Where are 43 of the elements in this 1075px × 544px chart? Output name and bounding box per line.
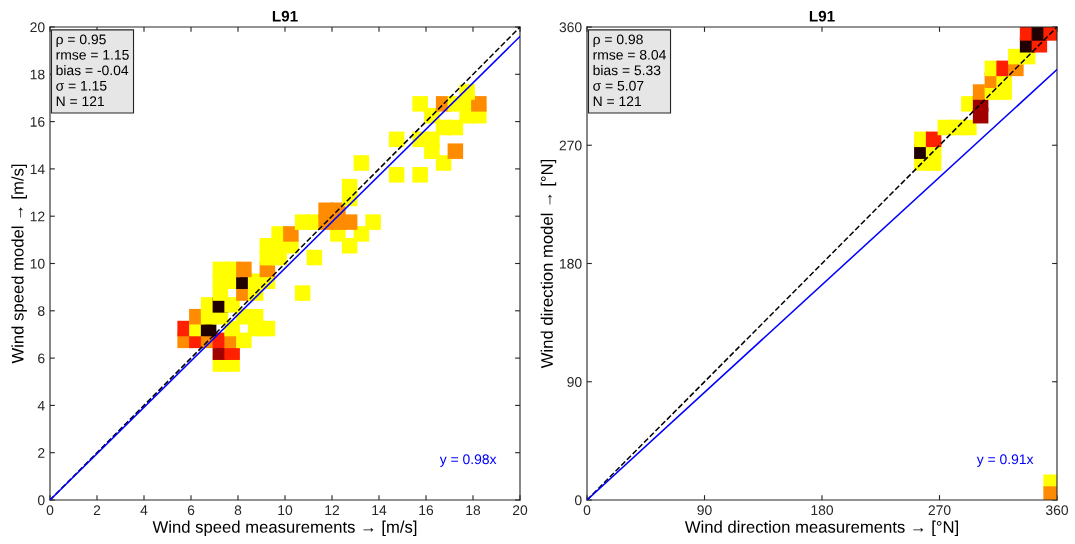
x-axis-title: Wind direction measurements → [°N] [684,520,958,537]
y-tick-label: 270 [559,140,582,151]
chart-title: L91 [809,10,835,22]
x-tick-label: 0 [583,505,591,516]
x-tick-label: 14 [372,505,387,515]
y-axis-title: Wind speed model → [m/s] [11,164,27,364]
x-tick-label: 2 [93,505,101,515]
x-tick-label: 8 [234,505,242,516]
y-tick-label: 18 [30,69,45,80]
x-tick-label: 270 [928,505,951,516]
y-tick-label: 6 [38,353,45,364]
chart-title: L91 [272,10,298,22]
y-tick-label: 16 [30,116,45,127]
x-tick-label: 90 [697,505,712,516]
y-tick-label: 4 [37,400,45,411]
y-tick-label: 180 [560,258,582,269]
x-tick-label: 20 [512,505,528,516]
x-tick-label: 6 [187,505,195,516]
x-tick-label: 12 [325,505,340,515]
x-tick-label: 360 [1045,505,1069,516]
y-tick-label: 360 [559,22,582,33]
y-tick-label: 8 [38,306,45,316]
y-tick-label: 0 [37,495,45,506]
y-tick-label: 90 [567,377,582,387]
y-axis-title: Wind direction model → [°N] [540,159,557,369]
y-tick-label: 0 [574,495,582,506]
x-tick-label: 180 [811,505,834,516]
y-tick-label: 2 [38,448,45,458]
annotation: y = 0.91x [976,454,1034,467]
x-axis-title: Wind speed measurements → [m/s] [152,520,417,537]
x-tick-label: 18 [466,505,481,516]
point [961,119,977,136]
annotation: ρ = 0.98 rmse = 8.04 bias = 5.33 σ = 5.07 N = 121 [593,34,666,107]
y-tick-label: 14 [30,164,45,174]
annotation: y = 0.98x [439,454,497,467]
y-tick-label: 20 [30,22,45,33]
x-tick-label: 10 [278,505,293,516]
y-tick-label: 10 [30,258,45,269]
x-tick-label: 0 [46,505,54,516]
annotation: ρ = 0.95 rmse = 1.15 bias = -0.04 σ = 1.15 N = 121 [56,34,129,107]
y-tick-label: 12 [30,211,45,222]
x-tick-label: 4 [140,505,148,515]
x-tick-label: 16 [419,505,434,516]
